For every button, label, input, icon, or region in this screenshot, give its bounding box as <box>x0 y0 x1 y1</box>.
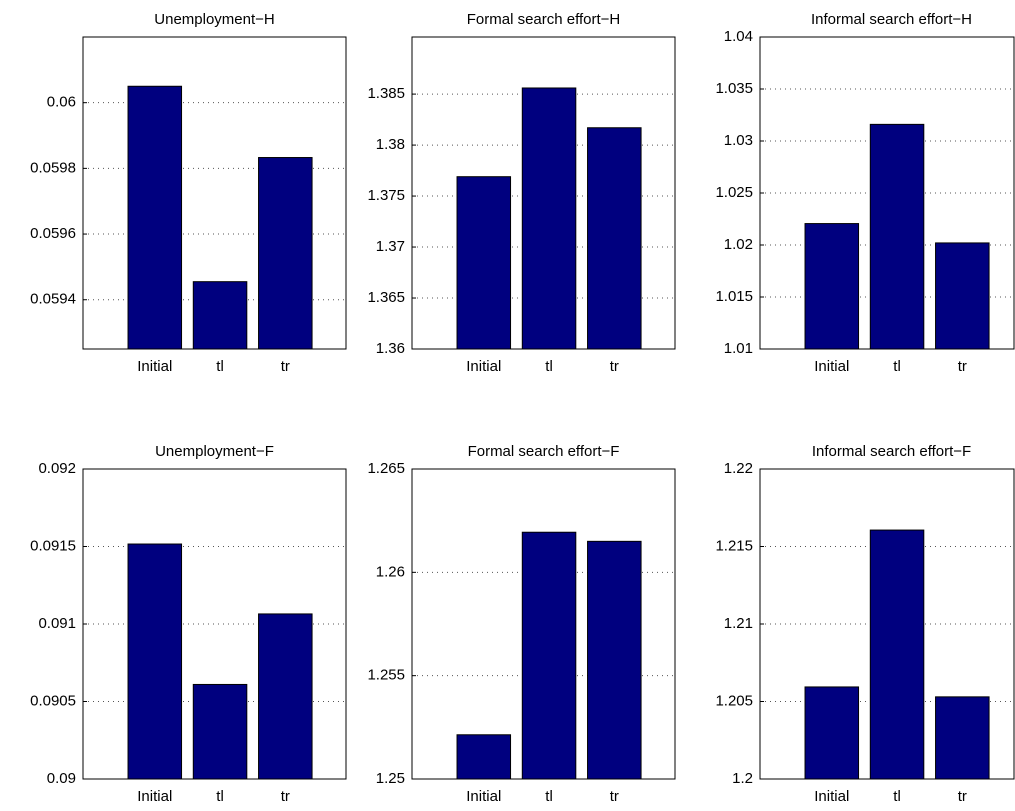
x-tick-label: tl <box>893 788 901 805</box>
y-tick-label: 1.37 <box>376 238 405 255</box>
axes-frame <box>411 468 676 780</box>
y-tick-label: 1.385 <box>367 85 405 102</box>
x-tick-label: tl <box>545 788 553 805</box>
y-tick-label: 1.04 <box>724 28 753 45</box>
x-tick-label: Initial <box>137 788 172 805</box>
bar <box>456 176 512 350</box>
y-tick-label: 1.36 <box>376 340 405 357</box>
y-tick-label: 1.205 <box>715 692 753 709</box>
x-tick-label: tl <box>545 358 553 375</box>
y-tick-label: 1.025 <box>715 184 753 201</box>
x-tick-label: tl <box>216 358 224 375</box>
y-tick-label: 0.091 <box>38 615 76 632</box>
bar <box>935 696 990 780</box>
bar <box>258 157 313 350</box>
x-tick-label: tl <box>216 788 224 805</box>
y-tick-label: 0.06 <box>47 94 76 111</box>
bar <box>869 529 925 780</box>
y-tick-label: 1.215 <box>715 537 753 554</box>
axes-frame <box>411 36 676 350</box>
y-tick-label: 1.2 <box>732 770 753 787</box>
x-tick-label: Initial <box>814 358 849 375</box>
y-tick-label: 1.365 <box>367 289 405 306</box>
axes-frame <box>82 36 347 350</box>
y-tick-label: 1.01 <box>724 340 753 357</box>
subplot-title: Formal search effort−H <box>467 11 621 28</box>
y-tick-label: 1.265 <box>367 460 405 477</box>
subplot-title: Informal search effort−F <box>812 443 971 460</box>
bar <box>935 242 990 350</box>
bar <box>521 87 577 350</box>
bar <box>456 734 512 780</box>
y-tick-label: 1.255 <box>367 667 405 684</box>
y-tick-label: 0.092 <box>38 460 76 477</box>
y-tick-label: 1.26 <box>376 563 405 580</box>
bar <box>587 127 642 350</box>
axes-frame <box>82 468 347 780</box>
bar <box>521 531 577 780</box>
subplot-title: Unemployment−F <box>155 443 274 460</box>
y-tick-label: 1.22 <box>724 460 753 477</box>
bar <box>258 613 313 780</box>
axes-frame <box>759 36 1015 350</box>
bar <box>869 123 925 350</box>
x-tick-label: Initial <box>137 358 172 375</box>
y-tick-label: 0.09 <box>47 770 76 787</box>
bar <box>587 540 642 780</box>
bar <box>127 543 183 780</box>
subplot-title: Formal search effort−F <box>468 443 620 460</box>
x-tick-label: tr <box>281 358 290 375</box>
y-tick-label: 0.0915 <box>30 537 76 554</box>
bar <box>804 686 860 780</box>
y-tick-label: 0.0598 <box>30 159 76 176</box>
subplot-title: Informal search effort−H <box>811 11 972 28</box>
y-tick-label: 1.375 <box>367 187 405 204</box>
y-tick-label: 0.0594 <box>30 291 76 308</box>
y-tick-label: 1.38 <box>376 136 405 153</box>
y-tick-label: 1.21 <box>724 615 753 632</box>
x-tick-label: tl <box>893 358 901 375</box>
y-tick-label: 1.03 <box>724 132 753 149</box>
x-tick-label: tr <box>958 358 967 375</box>
y-tick-label: 1.25 <box>376 770 405 787</box>
x-tick-label: Initial <box>814 788 849 805</box>
bar <box>192 683 248 780</box>
y-tick-label: 0.0596 <box>30 225 76 242</box>
subplot-title: Unemployment−H <box>154 11 274 28</box>
x-tick-label: Initial <box>466 358 501 375</box>
x-tick-label: tr <box>610 788 619 805</box>
bar <box>192 281 248 350</box>
bar <box>804 223 860 350</box>
bar <box>127 85 183 350</box>
x-tick-label: Initial <box>466 788 501 805</box>
x-tick-label: tr <box>958 788 967 805</box>
y-tick-label: 1.015 <box>715 288 753 305</box>
y-tick-label: 0.0905 <box>30 692 76 709</box>
x-tick-label: tr <box>610 358 619 375</box>
y-tick-label: 1.035 <box>715 80 753 97</box>
axes-frame <box>759 468 1015 780</box>
x-tick-label: tr <box>281 788 290 805</box>
y-tick-label: 1.02 <box>724 236 753 253</box>
